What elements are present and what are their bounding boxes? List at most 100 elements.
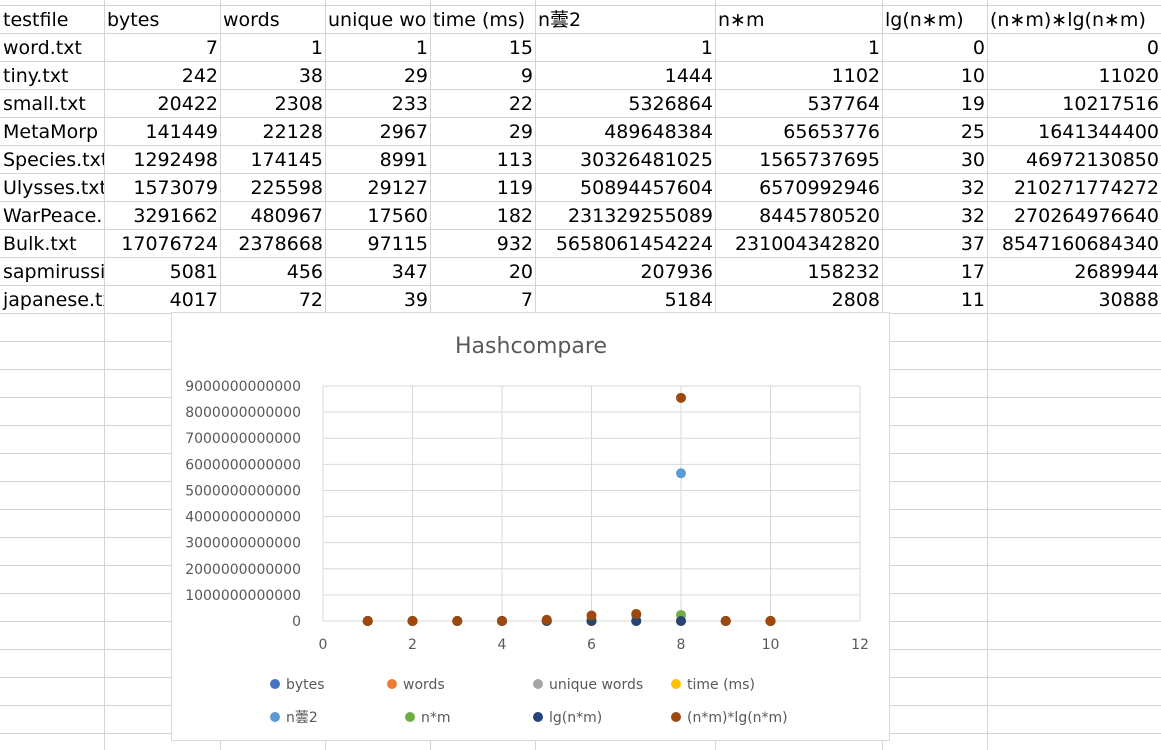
table-cell[interactable]: 2967 [379,121,428,143]
table-cell[interactable]: 7 [205,37,218,59]
table-cell[interactable]: 32 [960,177,985,199]
table-cell[interactable]: 22128 [262,121,323,143]
table-cell[interactable]: 2378668 [238,233,323,255]
header-cell[interactable]: words [223,9,280,31]
table-cell[interactable]: 29127 [367,177,428,199]
table-cell[interactable]: 1444 [664,65,713,87]
table-cell[interactable]: 20422 [157,93,218,115]
table-cell[interactable]: 231329255089 [567,205,713,227]
table-cell[interactable]: MetaMorp [3,121,99,143]
table-cell[interactable]: 1 [415,37,428,59]
table-cell[interactable]: 8445780520 [759,205,880,227]
table-cell[interactable]: 4017 [169,289,218,311]
table-cell[interactable]: WarPeace. [3,205,103,227]
table-cell[interactable]: 1 [867,37,880,59]
table-cell[interactable]: sapmirussi [3,261,104,283]
table-cell[interactable]: 233 [391,93,428,115]
table-cell[interactable]: 1 [310,37,323,59]
table-cell[interactable]: 72 [298,289,323,311]
table-cell[interactable]: 242 [181,65,218,87]
table-cell[interactable]: 270264976640 [1013,205,1159,227]
header-cell[interactable]: unique wo [328,9,427,31]
table-cell[interactable]: 10217516 [1062,93,1159,115]
table-cell[interactable]: 6570992946 [759,177,880,199]
table-cell[interactable]: small.txt [3,93,86,115]
table-cell[interactable]: 46972130850 [1026,149,1159,171]
table-cell[interactable]: 182 [496,205,533,227]
table-cell[interactable]: 1292498 [133,149,218,171]
table-cell[interactable]: 932 [496,233,533,255]
table-cell[interactable]: 1 [700,37,713,59]
table-cell[interactable]: 2808 [831,289,880,311]
table-cell[interactable]: 19 [960,93,985,115]
table-cell[interactable]: 8991 [379,149,428,171]
table-cell[interactable]: 231004342820 [734,233,880,255]
table-cell[interactable]: 30 [960,149,985,171]
table-cell[interactable]: 17560 [367,205,428,227]
table-cell[interactable]: 7 [520,289,533,311]
header-cell[interactable]: n蕓2 [538,9,582,31]
table-cell[interactable]: 3291662 [133,205,218,227]
header-cell[interactable]: lg(n∗m) [885,9,964,31]
table-cell[interactable]: 15 [508,37,533,59]
table-cell[interactable]: 10 [960,65,985,87]
table-cell[interactable]: 207936 [640,261,713,283]
table-cell[interactable]: 5081 [169,261,218,283]
table-cell[interactable]: 8547160684340 [1001,233,1159,255]
table-cell[interactable]: 1641344400 [1038,121,1159,143]
table-cell[interactable]: 39 [403,289,428,311]
table-cell[interactable]: Ulysses.txt [3,177,104,199]
table-cell[interactable]: 22 [508,93,533,115]
table-cell[interactable]: Species.txt [3,149,104,171]
table-cell[interactable]: 29 [508,121,533,143]
table-cell[interactable]: 17 [960,261,985,283]
table-cell[interactable]: 30326481025 [580,149,713,171]
table-cell[interactable]: 480967 [250,205,323,227]
table-cell[interactable]: 25 [960,121,985,143]
table-cell[interactable]: 2308 [274,93,323,115]
table-cell[interactable]: 2689944 [1074,261,1159,283]
table-cell[interactable]: 456 [286,261,323,283]
table-cell[interactable]: 225598 [250,177,323,199]
header-cell[interactable]: bytes [107,9,160,31]
table-cell[interactable]: 20 [508,261,533,283]
table-cell[interactable]: 11020 [1098,65,1159,87]
table-cell[interactable]: word.txt [3,37,82,59]
scatter-chart[interactable]: Hashcompare 0 1000000000000 2000000000000 30… [171,312,890,741]
table-cell[interactable]: 0 [1146,37,1159,59]
table-cell[interactable]: 30888 [1098,289,1159,311]
table-cell[interactable]: japanese.tx [3,289,104,311]
table-cell[interactable]: 32 [960,205,985,227]
table-cell[interactable]: Bulk.txt [3,233,77,255]
header-cell[interactable]: time (ms) [433,9,526,31]
table-cell[interactable]: 97115 [367,233,428,255]
table-cell[interactable]: 65653776 [783,121,880,143]
table-cell[interactable]: 17076724 [121,233,218,255]
table-cell[interactable]: 50894457604 [580,177,713,199]
table-cell[interactable]: 38 [298,65,323,87]
table-cell[interactable]: 210271774272 [1013,177,1159,199]
table-cell[interactable]: 347 [391,261,428,283]
table-cell[interactable]: 1102 [831,65,880,87]
table-cell[interactable]: 37 [960,233,985,255]
table-cell[interactable]: 174145 [250,149,323,171]
table-cell[interactable]: 119 [496,177,533,199]
table-cell[interactable]: 5326864 [628,93,713,115]
table-cell[interactable]: 158232 [807,261,880,283]
header-cell[interactable]: n∗m [718,9,765,31]
header-cell[interactable]: testfile [3,9,69,31]
table-cell[interactable]: 537764 [807,93,880,115]
header-cell[interactable]: (n∗m)∗lg(n∗m) [990,9,1146,31]
table-cell[interactable]: 1573079 [133,177,218,199]
table-cell[interactable]: 29 [403,65,428,87]
table-cell[interactable]: 11 [960,289,985,311]
table-cell[interactable]: 9 [520,65,533,87]
table-cell[interactable]: 5658061454224 [555,233,713,255]
table-cell[interactable]: 489648384 [604,121,713,143]
table-cell[interactable]: 0 [972,37,985,59]
table-cell[interactable]: tiny.txt [3,65,69,87]
table-cell[interactable]: 113 [496,149,533,171]
table-cell[interactable]: 5184 [664,289,713,311]
table-cell[interactable]: 1565737695 [759,149,880,171]
table-cell[interactable]: 141449 [145,121,218,143]
